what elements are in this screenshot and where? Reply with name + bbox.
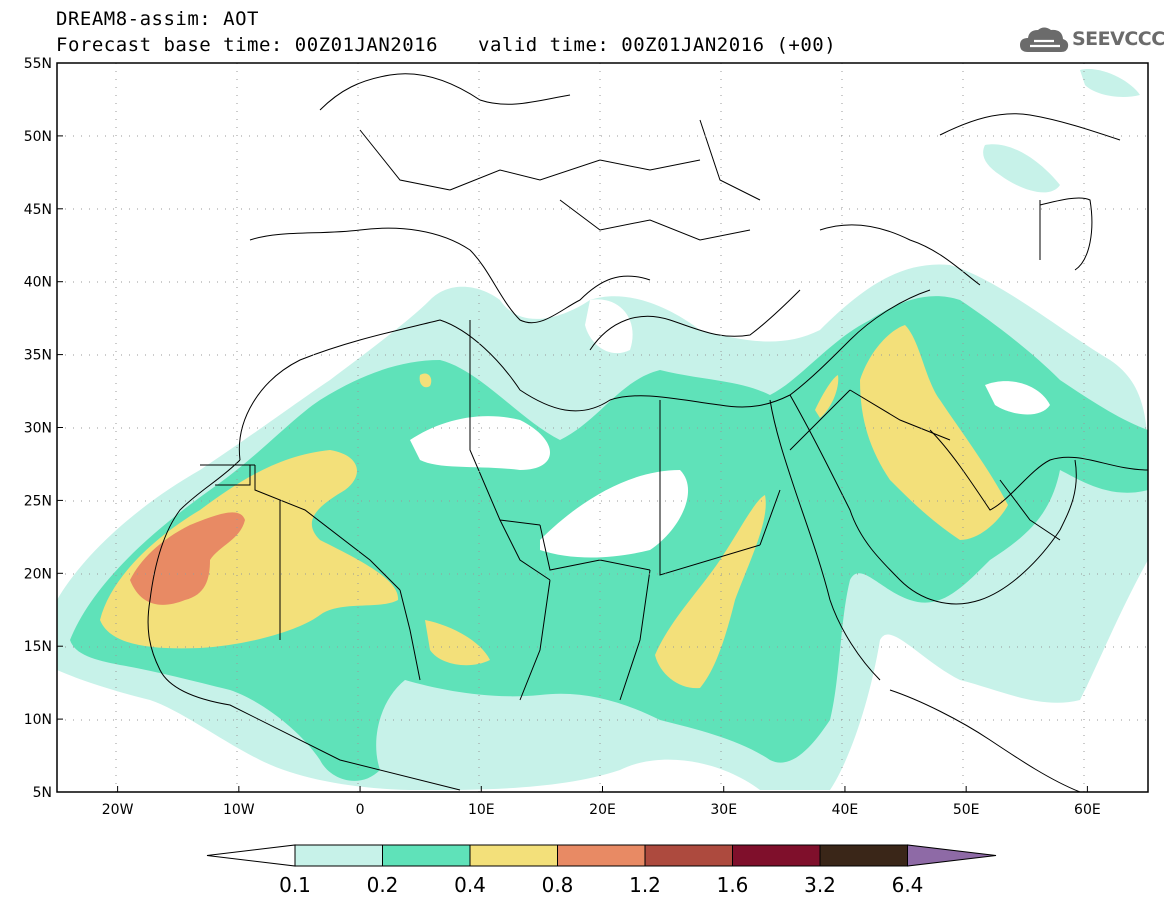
- legend-swatch: [557, 844, 646, 867]
- legend-label: 0.8: [542, 873, 574, 897]
- lon-label: 10W: [223, 802, 255, 818]
- legend-arrow-high: [907, 844, 997, 867]
- aot-clear-areas: [410, 299, 1050, 558]
- aot-field: [57, 69, 1148, 790]
- lat-label: 5N: [33, 785, 52, 801]
- legend-swatch: [469, 844, 558, 867]
- lon-label: 30E: [710, 802, 737, 818]
- valid-time: valid time: 00Z01JAN2016 (+00): [478, 34, 837, 56]
- lon-label: 0: [356, 802, 365, 818]
- latitude-ticks: 55N 50N 45N 40N 35N 30N 25N 20N 15N 10N 5N: [24, 56, 63, 801]
- legend-swatch: [294, 844, 383, 867]
- legend-label: 0.1: [279, 873, 311, 897]
- legend-arrow-low: [206, 844, 296, 867]
- lon-label: 10E: [468, 802, 495, 818]
- lon-label: 50E: [953, 802, 980, 818]
- legend-label: 3.2: [804, 873, 836, 897]
- legend-swatch: [382, 844, 471, 867]
- logo-text: SEEVCCC: [1072, 28, 1165, 50]
- lat-label: 45N: [24, 202, 52, 218]
- legend-label: 1.2: [629, 873, 661, 897]
- lat-label: 10N: [24, 712, 52, 728]
- cloud-icon: [1020, 27, 1069, 52]
- lat-label: 15N: [24, 639, 52, 655]
- lon-label: 60E: [1074, 802, 1101, 818]
- lat-label: 35N: [24, 348, 52, 364]
- legend-swatch: [732, 844, 821, 867]
- lat-label: 40N: [24, 275, 52, 291]
- lat-label: 20N: [24, 566, 52, 582]
- lon-label: 40E: [832, 802, 859, 818]
- map-title: DREAM8-assim: AOT: [56, 8, 259, 30]
- lon-label: 20W: [102, 802, 134, 818]
- legend-label: 6.4: [892, 873, 924, 897]
- lat-label: 55N: [24, 56, 52, 72]
- coastlines: [147, 73, 1148, 792]
- lon-label: 20E: [589, 802, 616, 818]
- legend-label: 1.6: [717, 873, 749, 897]
- legend-label: 0.4: [454, 873, 486, 897]
- lat-label: 25N: [24, 493, 52, 509]
- legend-swatch: [644, 844, 733, 867]
- lat-label: 50N: [24, 129, 52, 145]
- aot-band-0.8: [130, 512, 245, 605]
- forecast-base-time: Forecast base time: 00Z01JAN2016: [56, 34, 439, 56]
- lat-label: 30N: [24, 421, 52, 437]
- legend-label: 0.2: [367, 873, 399, 897]
- seevccc-logo: SEEVCCC: [1018, 22, 1165, 58]
- longitude-ticks: 20W 10W 0 10E 20E 30E 40E 50E 60E: [102, 786, 1101, 818]
- legend-swatch: [819, 844, 908, 867]
